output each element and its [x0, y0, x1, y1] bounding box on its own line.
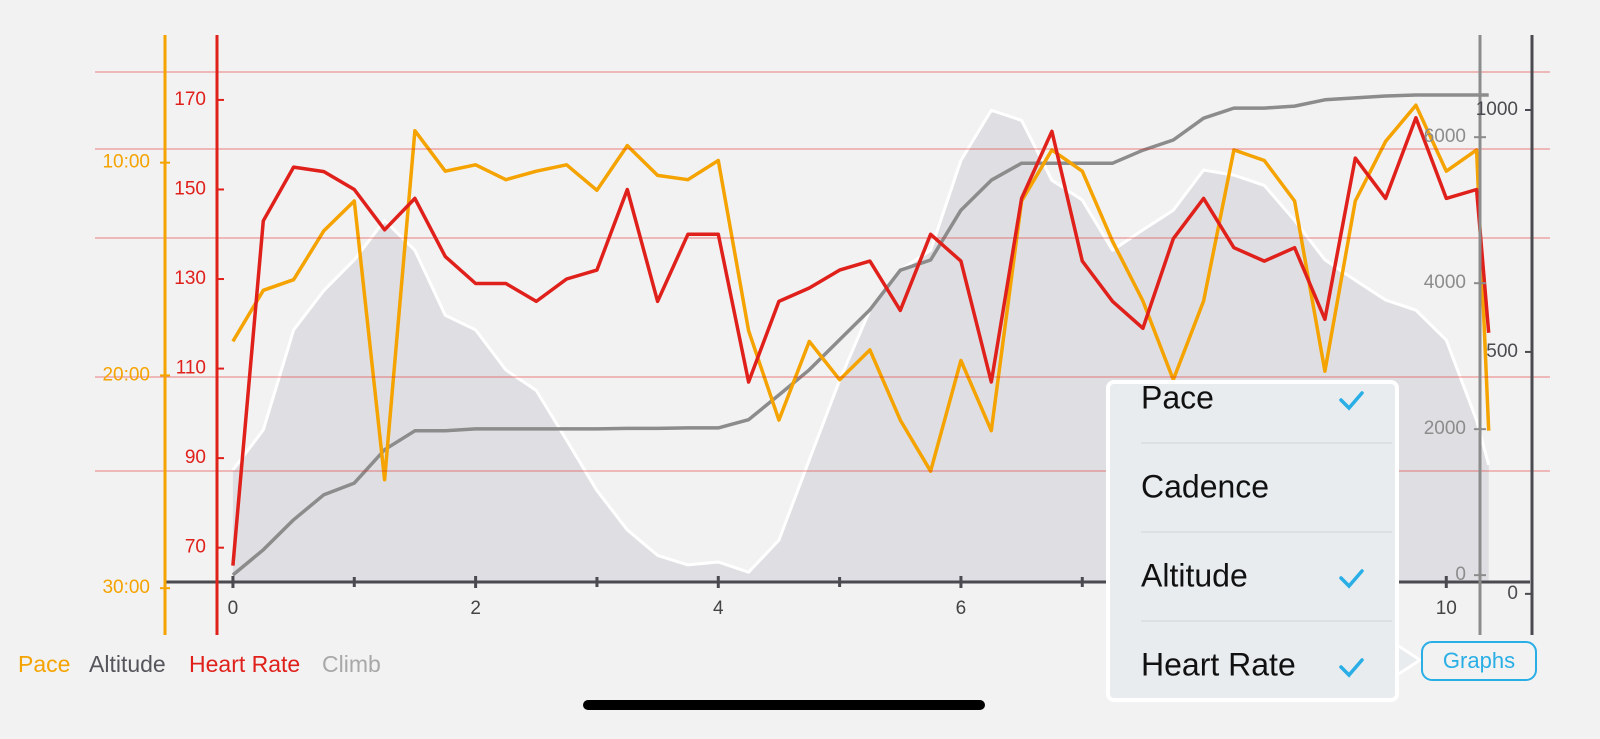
menu-item-label[interactable]: Cadence [1141, 468, 1269, 504]
series-line [231, 116, 1491, 566]
y4-tick-label: 0 [1507, 583, 1518, 604]
menu-item-label[interactable]: Altitude [1141, 557, 1248, 593]
graphs-button-label[interactable]: Graphs [1443, 648, 1515, 673]
menu-item-label[interactable]: Heart Rate [1141, 646, 1296, 682]
y-tick-label: 90 [185, 447, 206, 468]
ticks: 0246810709011013015017010:0020:0030:0002… [102, 89, 1532, 619]
legend-heart-rate: Heart Rate [189, 651, 300, 677]
graph-menu: Pace Cadence Altitude Heart Rate [1106, 379, 1423, 702]
y-tick-label: 110 [176, 358, 206, 379]
y-tick-label: 150 [174, 178, 206, 199]
y4-tick-label: 1000 [1476, 99, 1518, 120]
y3-tick-label: 4000 [1424, 272, 1466, 293]
legend: Pace Altitude Heart Rate Climb [18, 651, 381, 677]
home-indicator [583, 700, 985, 710]
y-tick-label: 170 [174, 89, 206, 110]
y-tick-label: 130 [174, 268, 206, 289]
x-tick-label: 2 [470, 598, 481, 619]
y-tick-label: 70 [185, 537, 206, 558]
graphs-button[interactable] [1421, 641, 1537, 681]
y3-tick-label: 2000 [1424, 418, 1466, 439]
menu-check [1339, 391, 1364, 411]
legend-pace: Pace [18, 651, 70, 677]
legend-climb: Climb [322, 651, 381, 677]
series-line [231, 103, 1491, 482]
legend-altitude: Altitude [89, 651, 166, 677]
x-tick-label: 0 [228, 598, 239, 619]
y3-tick-label: 6000 [1424, 126, 1466, 147]
y2-tick-label: 30:00 [102, 577, 150, 598]
x-tick-label: 10 [1436, 598, 1457, 619]
x-tick-label: 6 [956, 598, 967, 619]
y4-tick-label: 500 [1486, 341, 1518, 362]
y2-tick-label: 20:00 [102, 364, 150, 385]
menu-item-label[interactable]: Pace [1141, 379, 1214, 415]
series-line [231, 93, 1489, 577]
x-tick-label: 4 [713, 598, 724, 619]
menu-check [1339, 569, 1364, 589]
y3-tick-label: 0 [1455, 564, 1466, 585]
y2-tick-label: 10:00 [102, 152, 150, 173]
menu-check [1339, 658, 1364, 678]
